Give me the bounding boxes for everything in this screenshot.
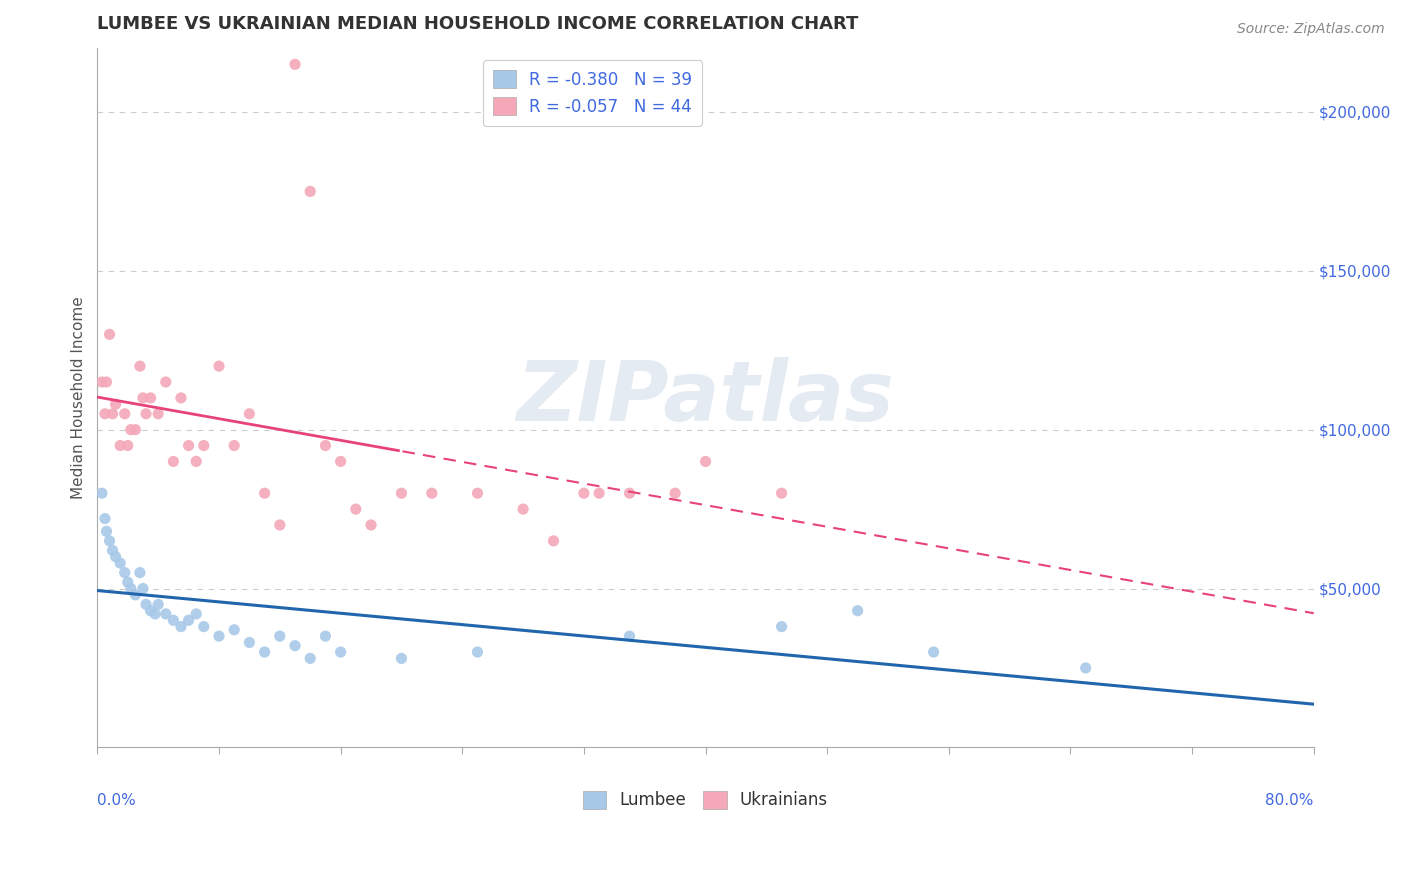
Point [253, 486, 276, 500]
Point [238, 407, 260, 421]
Point [314, 629, 336, 643]
Point [104, 549, 127, 564]
Point [101, 407, 124, 421]
Point [135, 407, 157, 421]
Point [101, 543, 124, 558]
Point [269, 518, 291, 533]
Point [391, 486, 413, 500]
Point [253, 645, 276, 659]
Text: ZIPatlas: ZIPatlas [516, 358, 894, 438]
Point [619, 486, 641, 500]
Point [329, 645, 352, 659]
Point [770, 486, 793, 500]
Point [284, 57, 307, 71]
Point [96, 375, 118, 389]
Point [770, 619, 793, 633]
Point [329, 454, 352, 468]
Point [512, 502, 534, 516]
Point [619, 629, 641, 643]
Point [94, 407, 117, 421]
Point [177, 613, 200, 627]
Point [90, 486, 112, 500]
Text: 80.0%: 80.0% [1265, 793, 1313, 808]
Point [162, 613, 184, 627]
Point [155, 375, 177, 389]
Point [208, 359, 231, 373]
Text: 0.0%: 0.0% [97, 793, 136, 808]
Point [1074, 661, 1097, 675]
Point [846, 604, 869, 618]
Point [114, 566, 136, 580]
Point [98, 327, 121, 342]
Point [90, 375, 112, 389]
Point [117, 438, 139, 452]
Point [186, 607, 208, 621]
Point [139, 604, 162, 618]
Point [543, 533, 565, 548]
Point [124, 423, 146, 437]
Point [104, 397, 127, 411]
Point [420, 486, 443, 500]
Legend: Lumbee, Ukrainians: Lumbee, Ukrainians [576, 784, 835, 816]
Point [208, 629, 231, 643]
Point [314, 438, 336, 452]
Point [108, 438, 131, 452]
Point [146, 598, 169, 612]
Point [269, 629, 291, 643]
Point [193, 438, 215, 452]
Point [117, 575, 139, 590]
Point [155, 607, 177, 621]
Point [132, 582, 155, 596]
Point [120, 582, 142, 596]
Point [129, 359, 152, 373]
Point [129, 566, 152, 580]
Point [108, 556, 131, 570]
Point [664, 486, 686, 500]
Point [588, 486, 610, 500]
Point [162, 454, 184, 468]
Point [124, 588, 146, 602]
Point [224, 623, 246, 637]
Point [132, 391, 155, 405]
Text: Source: ZipAtlas.com: Source: ZipAtlas.com [1237, 22, 1385, 37]
Point [143, 607, 166, 621]
Point [695, 454, 717, 468]
Point [170, 619, 193, 633]
Point [467, 645, 489, 659]
Point [193, 619, 215, 633]
Point [360, 518, 382, 533]
Point [922, 645, 945, 659]
Point [177, 438, 200, 452]
Point [391, 651, 413, 665]
Point [170, 391, 193, 405]
Point [139, 391, 162, 405]
Point [224, 438, 246, 452]
Point [146, 407, 169, 421]
Point [299, 651, 322, 665]
Point [284, 639, 307, 653]
Text: LUMBEE VS UKRAINIAN MEDIAN HOUSEHOLD INCOME CORRELATION CHART: LUMBEE VS UKRAINIAN MEDIAN HOUSEHOLD INC… [97, 15, 859, 33]
Point [467, 486, 489, 500]
Y-axis label: Median Household Income: Median Household Income [72, 296, 86, 500]
Point [186, 454, 208, 468]
Point [114, 407, 136, 421]
Point [98, 533, 121, 548]
Point [299, 185, 322, 199]
Point [120, 423, 142, 437]
Point [135, 598, 157, 612]
Point [572, 486, 595, 500]
Point [344, 502, 367, 516]
Point [96, 524, 118, 539]
Point [94, 511, 117, 525]
Point [238, 635, 260, 649]
